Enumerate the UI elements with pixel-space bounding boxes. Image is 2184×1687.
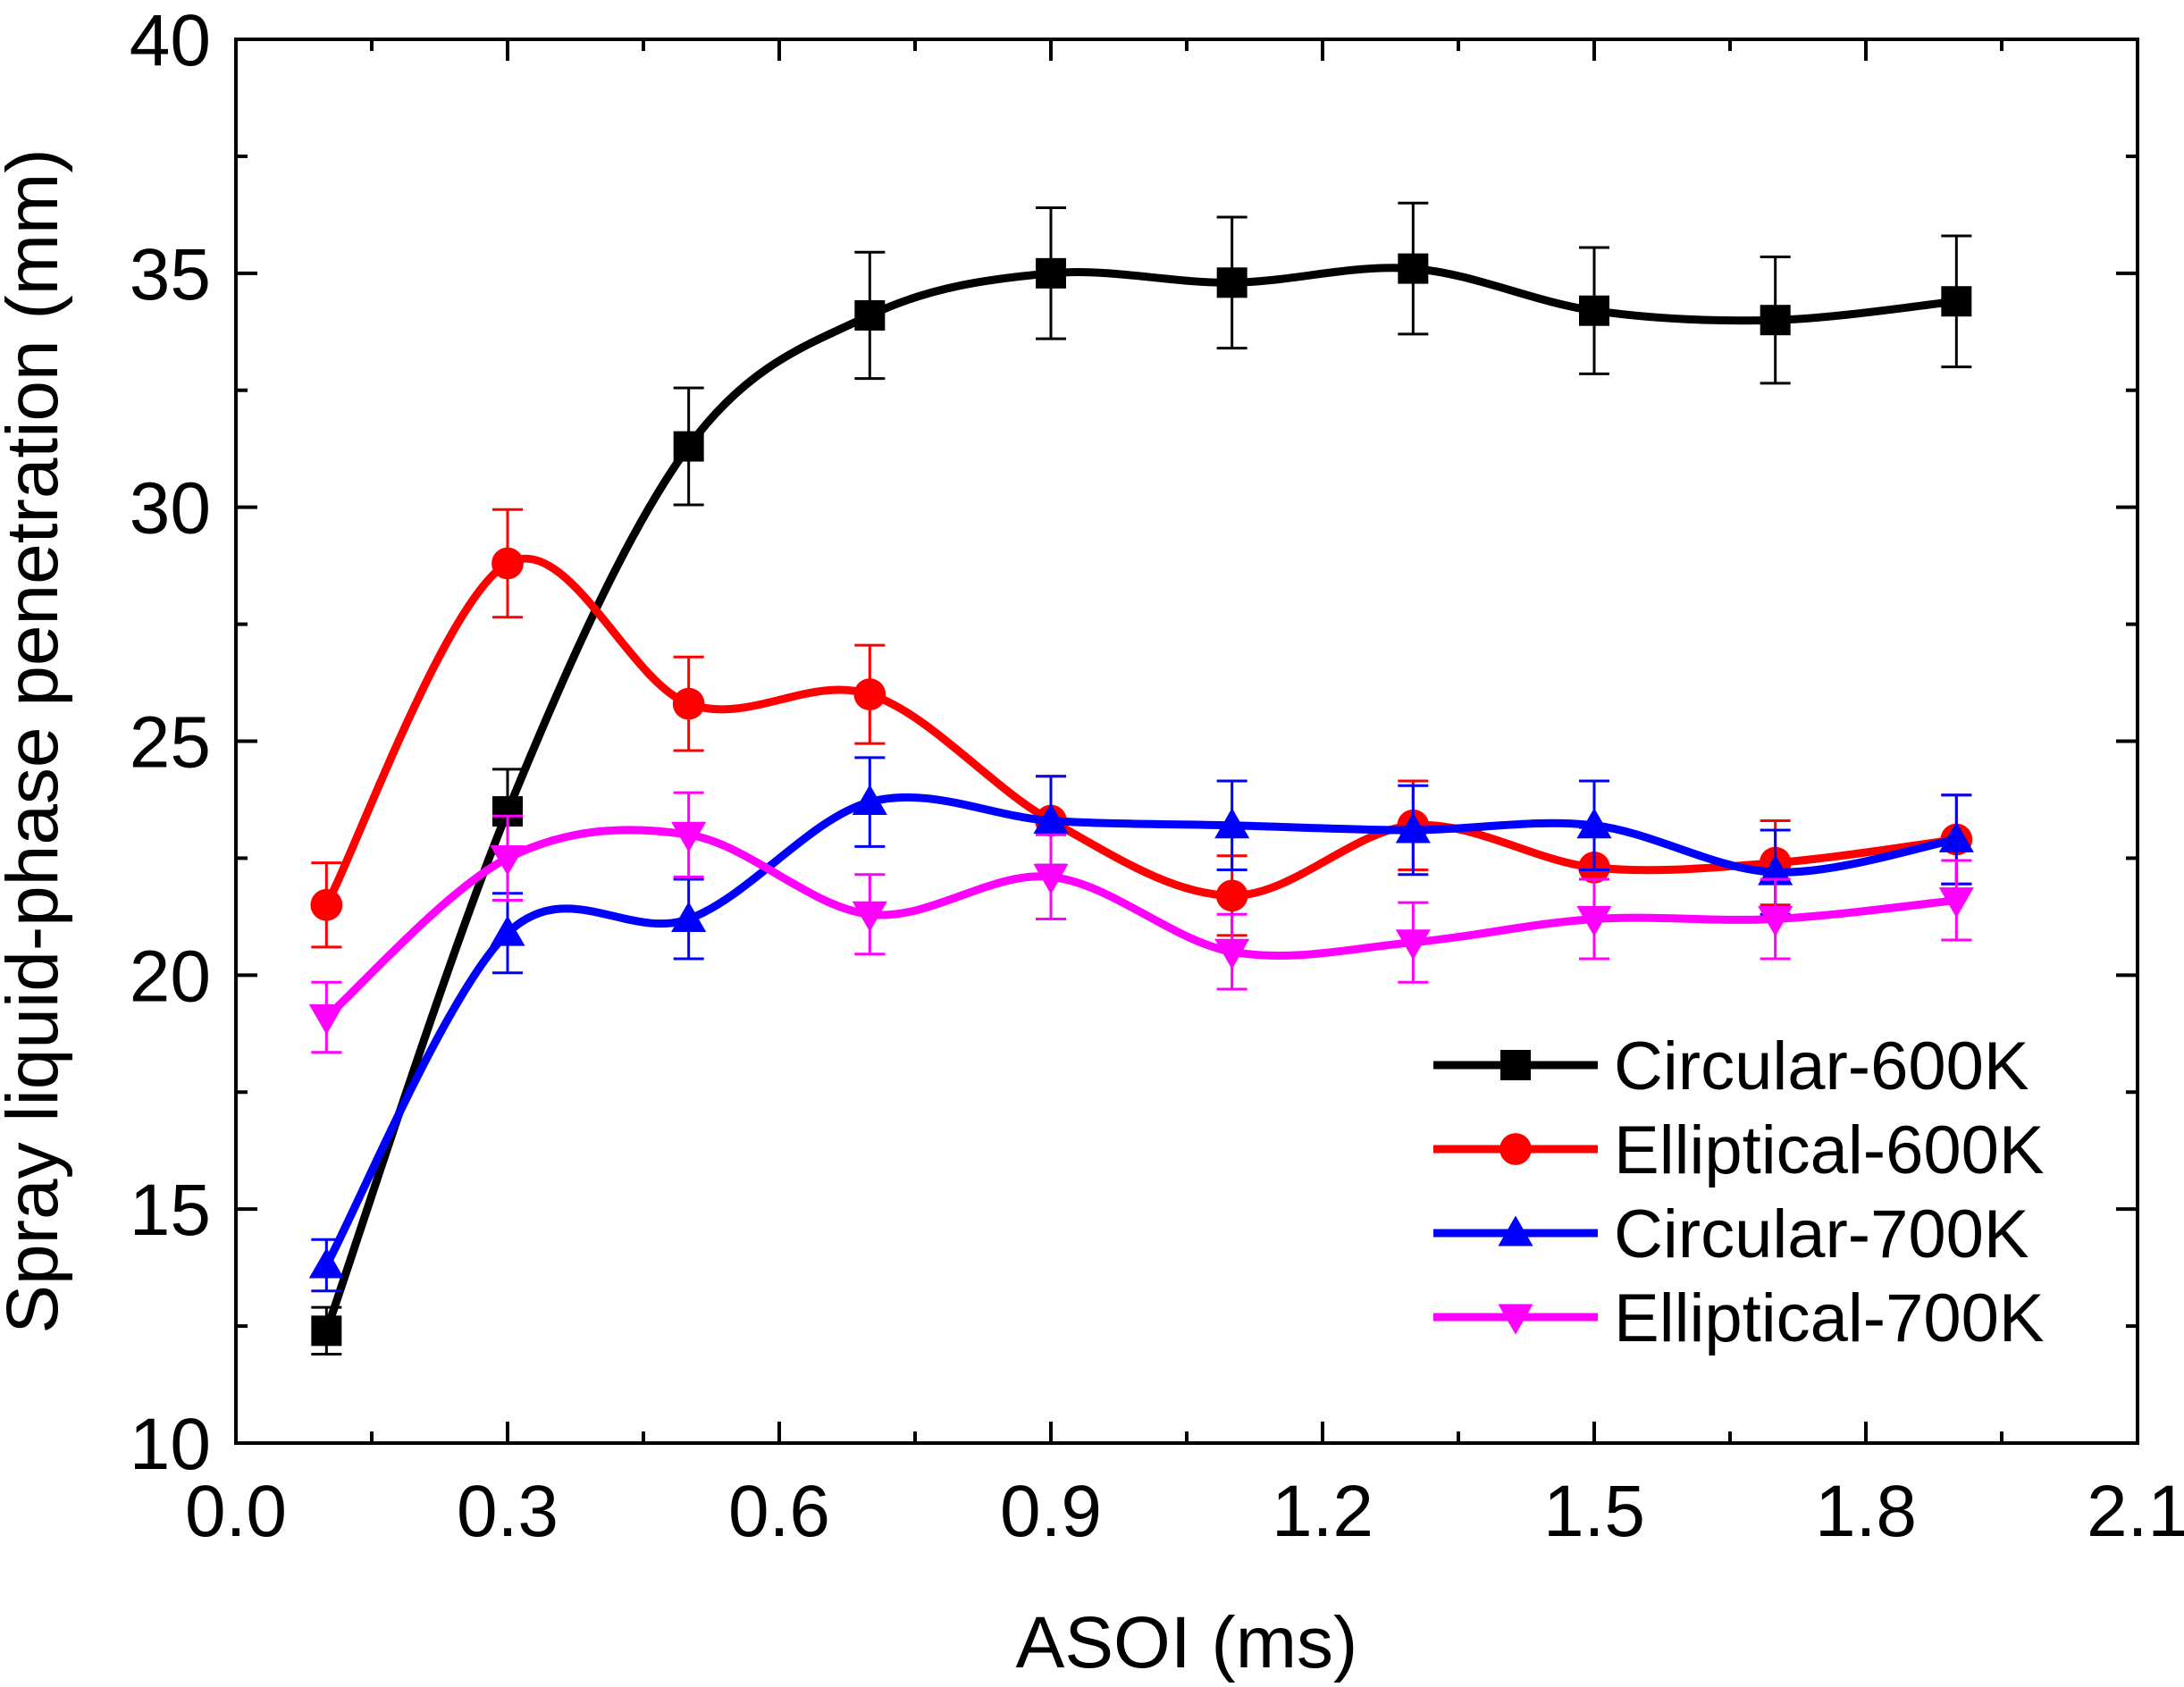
y-tick-label: 40	[130, 0, 211, 81]
legend-label: Circular-700K	[1614, 1196, 2029, 1272]
data-point	[1214, 808, 1250, 839]
data-point	[853, 678, 886, 710]
legend-swatch-marker	[1500, 1050, 1531, 1080]
data-point	[673, 431, 704, 462]
data-point	[308, 1004, 344, 1036]
legend-item-elliptical-600k: Elliptical-600K	[1433, 1112, 2045, 1188]
legend-item-circular-600k: Circular-600K	[1433, 1028, 2029, 1104]
data-point	[672, 687, 705, 720]
x-tick-label: 1.2	[1272, 1471, 1373, 1552]
data-point	[1941, 286, 1972, 317]
data-point	[1214, 938, 1250, 969]
data-point	[310, 888, 343, 921]
y-axis-title: Spray liquid-phase penetration (mm)	[0, 148, 73, 1333]
x-axis-title: ASOI (ms)	[1016, 1602, 1358, 1683]
legend-swatch-marker	[1498, 1304, 1533, 1335]
series-line	[322, 554, 1961, 910]
data-point	[1938, 821, 1974, 852]
legend: Circular-600K Elliptical-600K Circular-700…	[1433, 1028, 2045, 1356]
legend-swatch-marker	[1498, 1215, 1533, 1246]
data-point	[311, 1315, 342, 1347]
data-point	[1579, 295, 1609, 326]
series-circular-600k	[311, 201, 1972, 1356]
data-point	[852, 901, 887, 932]
y-tick-label: 15	[130, 1170, 211, 1251]
legend-label: Circular-600K	[1614, 1028, 2029, 1104]
data-point	[1938, 887, 1974, 919]
x-tick-label: 1.5	[1543, 1471, 1645, 1552]
data-point	[490, 915, 525, 946]
y-tick-label: 20	[130, 936, 211, 1017]
data-point	[1033, 863, 1069, 894]
data-point	[1760, 305, 1791, 336]
legend-item-elliptical-700k: Elliptical-700K	[1433, 1280, 2045, 1356]
x-tick-label: 0.0	[185, 1471, 287, 1552]
data-point	[1576, 808, 1612, 839]
y-tick-label: 10	[130, 1404, 211, 1485]
series-line	[322, 826, 1961, 1021]
series-layer	[308, 201, 1974, 1356]
x-tick-label: 1.8	[1815, 1471, 1917, 1552]
data-point	[1758, 906, 1793, 937]
y-tick-label: 35	[130, 234, 211, 315]
axes-layer: 0.0 0.3 0.6 0.9 1.2 1.5 1.8 2.1 10 15 20 25 30 35 40	[130, 0, 2184, 1552]
x-tick-label: 0.3	[457, 1471, 559, 1552]
data-point	[1216, 267, 1247, 298]
legend-label: Elliptical-700K	[1614, 1280, 2045, 1356]
data-point	[490, 844, 525, 876]
data-point	[671, 821, 707, 852]
data-point	[308, 1247, 344, 1279]
legend-label: Elliptical-600K	[1614, 1112, 2045, 1188]
data-point	[1576, 906, 1612, 937]
data-point	[491, 547, 524, 580]
data-point	[852, 785, 887, 816]
data-point	[1398, 253, 1429, 284]
legend-swatch-marker	[1499, 1133, 1532, 1165]
legend-item-circular-700k: Circular-700K	[1433, 1196, 2029, 1272]
x-tick-label: 0.9	[1000, 1471, 1102, 1552]
data-point	[671, 901, 707, 932]
data-point	[1395, 812, 1431, 844]
series-elliptical-600k	[310, 508, 1973, 949]
data-point	[1036, 257, 1066, 289]
data-point	[1758, 854, 1793, 885]
y-tick-label: 25	[130, 702, 211, 784]
data-point	[1395, 929, 1431, 961]
data-point	[1033, 802, 1069, 834]
series-elliptical-700k	[308, 791, 1974, 1054]
series-line	[322, 793, 1961, 1270]
x-tick-label: 0.6	[728, 1471, 830, 1552]
y-tick-label: 30	[130, 468, 211, 550]
data-point	[1215, 879, 1248, 912]
data-point	[854, 299, 886, 331]
x-tick-label: 2.1	[2087, 1471, 2184, 1552]
